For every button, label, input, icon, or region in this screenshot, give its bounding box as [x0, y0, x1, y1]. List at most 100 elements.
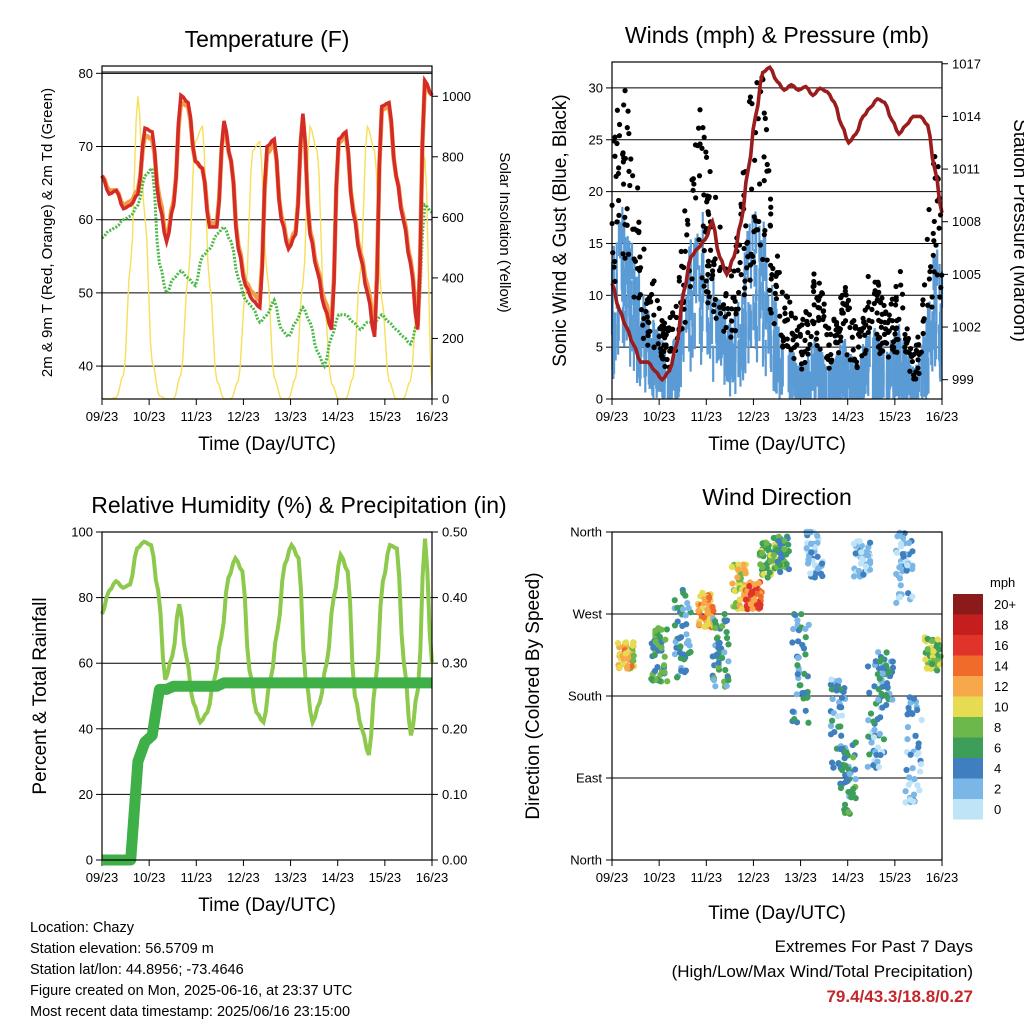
direction-point — [904, 723, 912, 731]
direction-point — [864, 763, 871, 770]
direction-point — [792, 612, 799, 619]
gust-point — [897, 268, 903, 275]
gust-point — [728, 334, 734, 340]
direction-point — [802, 634, 809, 641]
direction-point — [783, 561, 790, 568]
gust-point — [882, 310, 888, 317]
direction-point — [889, 658, 896, 665]
gust-point — [670, 310, 676, 316]
gust-point — [703, 278, 709, 284]
gust-point — [636, 229, 642, 236]
legend-swatch — [953, 758, 983, 779]
gust-point — [926, 206, 932, 213]
gust-point — [772, 290, 778, 296]
gust-point — [678, 248, 684, 255]
gust-point — [930, 252, 936, 258]
gust-point — [874, 331, 880, 337]
direction-point — [685, 605, 692, 612]
direction-point — [838, 694, 846, 701]
direction-point — [814, 553, 821, 560]
gust-point — [682, 208, 688, 214]
gust-point — [651, 312, 657, 318]
direction-point — [680, 656, 688, 663]
x-tick-label: 16/23 — [416, 409, 449, 424]
gust-point — [696, 237, 702, 243]
x-tick-label: 13/23 — [274, 870, 307, 885]
direction-point — [758, 550, 766, 557]
direction-point — [794, 662, 801, 669]
direction-point — [841, 801, 849, 808]
gust-point — [854, 364, 860, 371]
y-tick-label: South — [568, 689, 602, 704]
gust-point — [723, 324, 729, 331]
direction-point — [858, 549, 865, 556]
gust-point — [615, 170, 622, 177]
direction-point — [839, 766, 846, 774]
x-tick-label: 11/23 — [180, 870, 212, 885]
gust-point — [616, 197, 622, 204]
gust-point — [918, 349, 924, 355]
gust-point — [799, 366, 805, 372]
direction-point — [815, 565, 822, 572]
gust-point — [829, 357, 835, 363]
gust-point — [689, 276, 695, 282]
gust-point — [816, 296, 822, 303]
gust-point — [684, 232, 690, 238]
legend-label: 6 — [994, 741, 1001, 756]
gust-point — [767, 287, 773, 293]
gust-point — [760, 256, 766, 263]
gust-point — [679, 263, 685, 269]
gust-point — [884, 340, 890, 346]
gust-point — [700, 125, 706, 131]
direction-point — [759, 563, 766, 571]
gust-point — [889, 343, 895, 350]
gust-point — [800, 316, 806, 322]
gust-point — [631, 226, 638, 232]
direction-point — [802, 625, 809, 633]
station-latlon: Station lat/lon: 44.8956; -73.4646 — [30, 962, 244, 978]
y-right-axis-label: Solar Insolation (Yellow) — [496, 152, 513, 312]
gust-point — [790, 337, 796, 343]
direction-point — [722, 666, 729, 674]
pressure-line — [610, 64, 944, 383]
y-tick-label: 20 — [589, 184, 603, 199]
y-tick-label: 80 — [79, 66, 93, 81]
gust-point — [710, 259, 717, 265]
gust-point — [865, 273, 871, 280]
direction-point — [671, 651, 679, 658]
gust-point — [836, 350, 842, 356]
direction-point — [879, 670, 886, 677]
gust-point — [832, 333, 838, 339]
direction-point — [616, 664, 623, 671]
direction-point — [852, 739, 859, 746]
gust-point — [662, 363, 668, 370]
gust-point — [785, 343, 791, 350]
direction-point — [883, 680, 891, 687]
direction-point — [790, 625, 797, 633]
gust-point — [761, 110, 767, 116]
gust-point — [721, 306, 727, 312]
direction-point — [695, 621, 703, 628]
gust-point — [920, 297, 926, 303]
gust-point — [627, 182, 633, 189]
direction-point — [867, 710, 875, 717]
direction-point — [677, 643, 684, 650]
gust-point — [935, 164, 941, 170]
gust-point — [747, 277, 753, 283]
gust-point — [888, 301, 894, 307]
direction-point — [785, 566, 793, 573]
gust-point — [616, 133, 623, 139]
direction-point — [785, 541, 792, 548]
gust-point — [842, 288, 848, 294]
gust-point — [866, 325, 873, 331]
direction-point — [805, 621, 812, 628]
direction-point — [802, 707, 809, 714]
y-right-tick-label: 0.10 — [442, 787, 467, 802]
gust-point — [622, 155, 628, 162]
x-tick-label: 16/23 — [416, 870, 449, 885]
gust-point — [710, 308, 717, 315]
y-tick-label: 60 — [79, 656, 93, 671]
panel-title: Winds (mph) & Pressure (mb) — [625, 22, 929, 48]
gust-point — [753, 218, 759, 224]
